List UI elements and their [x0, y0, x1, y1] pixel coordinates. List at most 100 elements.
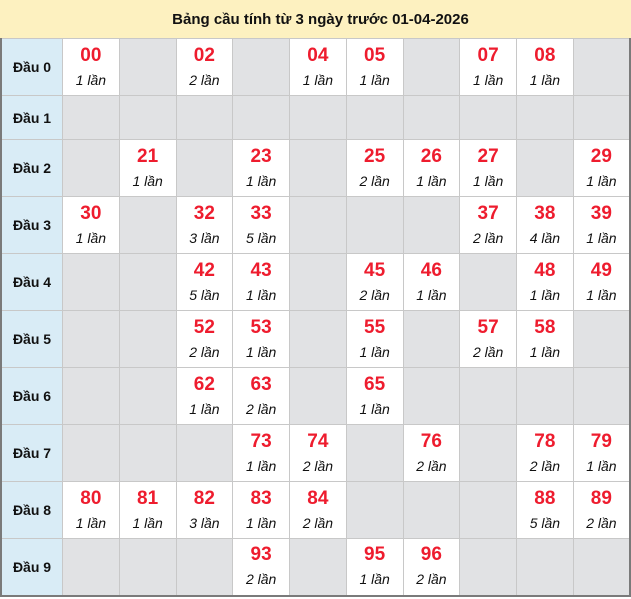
- table-row: Đầu 9 93 2 lần 95 1 lần 96 2 lần: [0, 538, 631, 596]
- table-row: Đầu 6 62 1 lần 63 2 lần 65 1 lần: [0, 367, 631, 425]
- number-cell: 43 1 lần: [232, 253, 290, 311]
- occurrence-count: 5 lần: [245, 229, 277, 246]
- empty-cell: [402, 367, 461, 425]
- number-cell: 95 1 lần: [345, 538, 404, 596]
- number-cell: 30 1 lần: [62, 196, 120, 254]
- occurrence-count: 2 lần: [189, 343, 220, 360]
- occurrence-count: 1 lần: [529, 71, 561, 88]
- lottery-number: 49: [590, 259, 612, 281]
- number-cell: 29 1 lần: [572, 139, 631, 197]
- number-cell: 74 2 lần: [289, 424, 347, 482]
- table-row: Đầu 5 52 2 lần 53 1 lần 55 1 lần 57 2 lần 58 1 lần: [0, 310, 631, 368]
- lottery-number: 46: [420, 259, 442, 281]
- row-label: Đầu 7: [0, 424, 63, 482]
- occurrence-count: 2 lần: [245, 400, 277, 417]
- empty-cell: [516, 538, 574, 596]
- lottery-number: 57: [477, 316, 499, 338]
- occurrence-count: 1 lần: [359, 71, 390, 88]
- occurrence-count: 1 lần: [359, 400, 390, 417]
- number-cell: 65 1 lần: [345, 367, 404, 425]
- lottery-number: 65: [364, 373, 386, 395]
- occurrence-count: 1 lần: [586, 286, 617, 303]
- row-label: Đầu 9: [0, 538, 63, 596]
- occurrence-count: 4 lần: [529, 229, 561, 246]
- occurrence-count: 1 lần: [245, 343, 277, 360]
- lottery-number: 23: [250, 145, 272, 167]
- empty-cell: [402, 95, 461, 140]
- lottery-number: 82: [193, 487, 215, 509]
- lottery-number: 96: [420, 544, 442, 566]
- number-cell: 79 1 lần: [572, 424, 631, 482]
- number-cell: 38 4 lần: [516, 196, 574, 254]
- empty-cell: [232, 38, 290, 96]
- number-cell: 27 1 lần: [459, 139, 517, 197]
- occurrence-count: 1 lần: [359, 343, 390, 360]
- table-title: Bảng cầu tính từ 3 ngày trước 01-04-2026: [0, 0, 631, 38]
- lottery-number: 27: [477, 145, 499, 167]
- number-cell: 33 5 lần: [232, 196, 290, 254]
- lottery-number: 88: [534, 487, 556, 509]
- empty-cell: [118, 424, 177, 482]
- empty-cell: [345, 95, 404, 140]
- table-row: Đầu 1: [0, 95, 631, 140]
- empty-cell: [62, 253, 120, 311]
- empty-cell: [289, 367, 347, 425]
- empty-cell: [516, 95, 574, 140]
- lottery-number: 07: [477, 44, 499, 66]
- row-label: Đầu 6: [0, 367, 63, 425]
- empty-cell: [118, 310, 177, 368]
- number-cell: 93 2 lần: [232, 538, 290, 596]
- empty-cell: [345, 424, 404, 482]
- empty-cell: [572, 538, 631, 596]
- empty-cell: [459, 253, 517, 311]
- number-cell: 52 2 lần: [175, 310, 234, 368]
- occurrence-count: 3 lần: [189, 514, 220, 531]
- number-cell: 32 3 lần: [175, 196, 234, 254]
- empty-cell: [289, 310, 347, 368]
- occurrence-count: 1 lần: [245, 172, 277, 189]
- empty-cell: [289, 538, 347, 596]
- table-row: Đầu 8 80 1 lần 81 1 lần 82 3 lần 83 1 lần 84 2 lần…: [0, 481, 631, 539]
- occurrence-count: 1 lần: [416, 286, 447, 303]
- lottery-number: 48: [534, 259, 556, 281]
- lottery-number: 62: [193, 373, 215, 395]
- occurrence-count: 2 lần: [529, 457, 561, 474]
- lottery-number: 63: [250, 373, 272, 395]
- occurrence-count: 2 lần: [189, 71, 220, 88]
- occurrence-count: 2 lần: [416, 571, 447, 588]
- lottery-number: 30: [80, 202, 102, 224]
- empty-cell: [175, 538, 234, 596]
- number-cell: 25 2 lần: [345, 139, 404, 197]
- lottery-number: 32: [193, 202, 215, 224]
- number-cell: 42 5 lần: [175, 253, 234, 311]
- row-label: Đầu 4: [0, 253, 63, 311]
- occurrence-count: 2 lần: [416, 457, 447, 474]
- occurrence-count: 1 lần: [245, 457, 277, 474]
- lottery-number: 53: [250, 316, 272, 338]
- occurrence-count: 1 lần: [529, 286, 561, 303]
- table-row: Đầu 3 30 1 lần 32 3 lần 33 5 lần 37 2 lần 38 4 lần…: [0, 196, 631, 254]
- number-cell: 46 1 lần: [402, 253, 461, 311]
- occurrence-count: 1 lần: [586, 457, 617, 474]
- lottery-number: 74: [307, 430, 329, 452]
- lottery-number: 08: [534, 44, 556, 66]
- occurrence-count: 1 lần: [416, 172, 447, 189]
- number-cell: 02 2 lần: [175, 38, 234, 96]
- empty-cell: [402, 196, 461, 254]
- lottery-number: 76: [420, 430, 442, 452]
- lottery-number: 73: [250, 430, 272, 452]
- number-cell: 04 1 lần: [289, 38, 347, 96]
- occurrence-count: 1 lần: [472, 172, 504, 189]
- empty-cell: [118, 538, 177, 596]
- occurrence-count: 1 lần: [75, 229, 107, 246]
- lottery-number: 80: [80, 487, 102, 509]
- occurrence-count: 1 lần: [359, 571, 390, 588]
- empty-cell: [232, 95, 290, 140]
- number-cell: 80 1 lần: [62, 481, 120, 539]
- empty-cell: [62, 424, 120, 482]
- lottery-number: 43: [250, 259, 272, 281]
- occurrence-count: 2 lần: [472, 229, 504, 246]
- table-row: Đầu 2 21 1 lần 23 1 lần 25 2 lần 26 1 lần 27 1 lần…: [0, 139, 631, 197]
- number-cell: 73 1 lần: [232, 424, 290, 482]
